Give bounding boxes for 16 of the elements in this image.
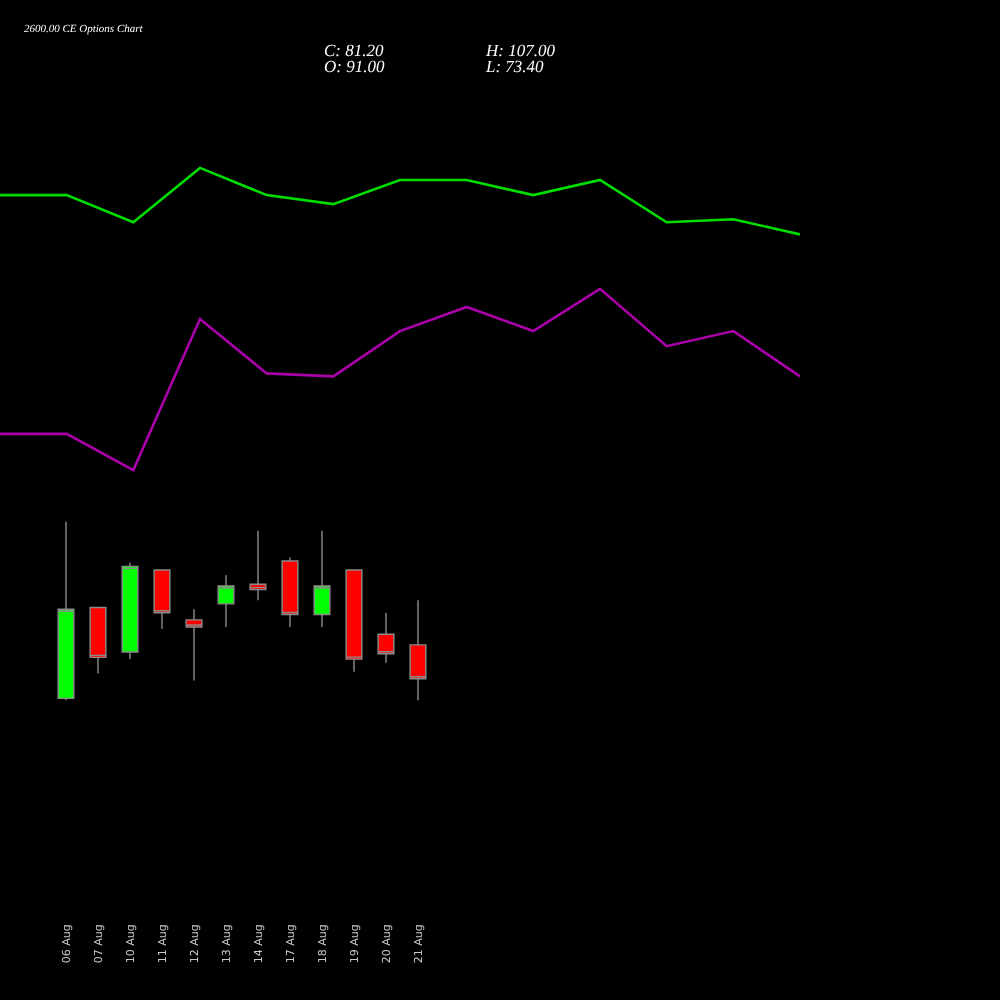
candlestick [313, 530, 331, 628]
candlestick [89, 606, 107, 675]
candlestick [57, 521, 75, 701]
candlestick [121, 562, 139, 660]
candlestick [345, 569, 363, 673]
candlestick [249, 530, 267, 601]
text: O: 91.00 [324, 56, 386, 76]
candlestick [377, 612, 395, 664]
text: H: 107.00 [484, 40, 557, 60]
candlestick [409, 599, 427, 701]
candlestick [217, 574, 235, 628]
text: L: 73.40 [484, 56, 546, 76]
candlestick [185, 608, 203, 682]
candlestick [281, 556, 299, 628]
text: C: 81.20 [324, 40, 385, 60]
candlestick [153, 569, 171, 630]
